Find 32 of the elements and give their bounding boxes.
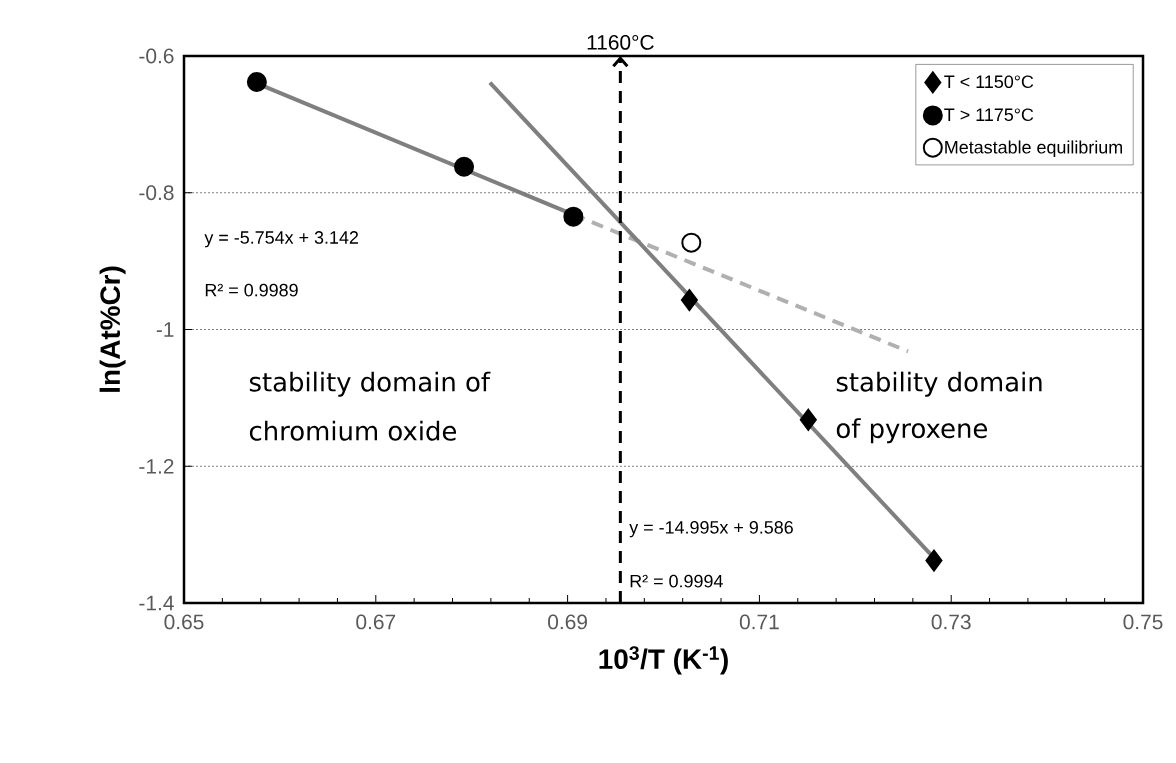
y-tick-label: -0.6 [139, 48, 174, 64]
annotation: stability domain of [249, 371, 491, 397]
annotation: chromium oxide [249, 420, 457, 441]
legend-label: T > 1175°C [944, 108, 1034, 122]
x-tick-label: 0.65 [164, 614, 204, 630]
annotation: R² = 0.9994 [630, 574, 723, 588]
ref-line-label: 1160°C [587, 34, 654, 50]
y-tick-label: -1.4 [139, 595, 174, 611]
annotation: of pyroxene [836, 418, 987, 444]
x-tick-label: 0.69 [548, 614, 587, 630]
y-tick-label: -1.2 [139, 458, 174, 474]
x-tick-label: 0.73 [931, 614, 971, 630]
legend-label: Metastable equilibrium [945, 140, 1123, 158]
y-axis-title: ln(At%Cr) [99, 266, 126, 392]
annotation: y = -5.754x + 3.142 [204, 231, 358, 248]
point [563, 206, 584, 227]
y-tick-label: -0.8 [139, 185, 174, 201]
annotation: R² = 0.9989 [205, 283, 298, 297]
y-tick-label: -1 [156, 322, 174, 337]
point [681, 232, 702, 253]
point [246, 71, 267, 92]
point [925, 549, 943, 572]
x-tick-label: 0.71 [739, 614, 779, 630]
point [454, 156, 475, 177]
annotation: y = -14.995x + 9.586 [629, 521, 793, 538]
point [799, 408, 817, 431]
legend-label: T < 1150°C [944, 75, 1034, 89]
annotation: stability domain [836, 371, 1042, 397]
point [680, 289, 698, 312]
x-axis-title: 10$^{3}$/T (K$^{-1}$) [599, 646, 728, 675]
x-tick-label: 0.75 [1123, 614, 1163, 630]
x-tick-label: 0.67 [356, 614, 396, 630]
